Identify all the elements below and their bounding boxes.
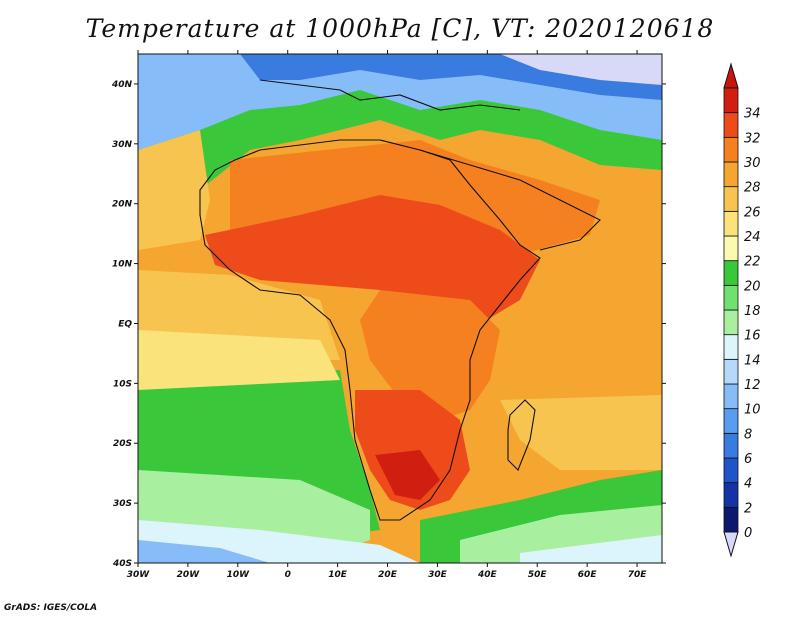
colorbar-label: 34 xyxy=(744,107,761,122)
colorbar-label: 12 xyxy=(744,378,761,393)
lon-tick-label: 40E xyxy=(477,570,498,580)
map-frame xyxy=(137,53,663,564)
colorbar-label: 24 xyxy=(744,230,761,245)
axis-ticks: 30W 20W 10W 0 10E 20E 30E 40E 50E 60E 70E 40N 30N 20N… xyxy=(111,50,666,580)
colorbar-label: 6 xyxy=(744,452,752,467)
lon-tick-label: 50E xyxy=(528,570,548,580)
lon-tick-label: 0 xyxy=(285,570,291,580)
colorbar-low-arrow xyxy=(723,531,739,558)
colorbar-swatch xyxy=(723,161,739,188)
lat-tick-label: 10N xyxy=(112,260,133,270)
lat-tick-label: 30S xyxy=(113,499,132,509)
colorbar-swatch xyxy=(723,482,739,508)
colorbar-label: 28 xyxy=(744,181,761,196)
colorbar-label: 14 xyxy=(744,353,761,368)
colorbar-label: 4 xyxy=(744,477,752,492)
colorbar-label: 10 xyxy=(744,403,761,418)
lat-tick-label: 40S xyxy=(112,559,132,569)
colorbar-swatch xyxy=(723,432,739,459)
colorbar-label: 16 xyxy=(744,329,761,344)
colorbar-swatch xyxy=(723,506,739,533)
colorbar-swatch xyxy=(723,260,739,286)
colorbar-swatch xyxy=(723,210,739,237)
colorbar-swatch xyxy=(723,112,739,138)
colorbar-label: 20 xyxy=(744,279,761,294)
lat-tick-label: EQ xyxy=(118,319,132,329)
lat-tick-label: 20N xyxy=(112,200,133,210)
lon-tick-label: 20W xyxy=(177,570,201,580)
lat-tick-label: 40N xyxy=(111,80,133,90)
colorbar-swatch xyxy=(723,334,739,360)
grads-credit: GrADS: IGES/COLA xyxy=(4,603,98,613)
temperature-field xyxy=(138,54,662,563)
colorbar-swatch xyxy=(723,383,739,410)
colorbar-swatch xyxy=(723,235,739,262)
lon-tick-label: 20E xyxy=(378,570,398,580)
lon-tick-label: 30W xyxy=(127,570,151,580)
colorbar-swatch xyxy=(723,358,739,385)
colorbar-label: 26 xyxy=(744,205,761,220)
colorbar-label: 30 xyxy=(744,156,761,171)
colorbar-swatch xyxy=(723,186,739,212)
lat-tick-label: 20S xyxy=(113,439,132,449)
colorbar-swatch xyxy=(723,284,739,311)
lon-tick-label: 30E xyxy=(428,570,448,580)
coastlines xyxy=(199,79,601,521)
chart-title: Temperature at 1000hPa [C], VT: 20201206… xyxy=(85,14,715,43)
lat-tick-label: 30N xyxy=(112,140,133,150)
colorbar-label: 2 xyxy=(744,501,752,516)
lon-tick-label: 60E xyxy=(578,570,598,580)
colorbar-high-arrow xyxy=(723,62,739,89)
colorbar-swatch xyxy=(723,309,739,336)
colorbar-label: 18 xyxy=(744,304,761,319)
colorbar-label: 0 xyxy=(744,526,752,541)
colorbar-swatch xyxy=(723,87,739,114)
lon-tick-label: 70E xyxy=(628,570,648,580)
colorbar-label: 32 xyxy=(744,131,761,146)
colorbar-label: 22 xyxy=(744,255,761,270)
colorbar-label: 8 xyxy=(744,427,752,442)
lat-tick-label: 10S xyxy=(113,379,132,389)
colorbar-swatch xyxy=(723,408,739,434)
lon-tick-label: 10W xyxy=(227,570,251,580)
lon-tick-label: 10E xyxy=(328,570,348,580)
colorbar-swatch xyxy=(723,457,739,484)
colorbar-swatch xyxy=(723,136,739,163)
